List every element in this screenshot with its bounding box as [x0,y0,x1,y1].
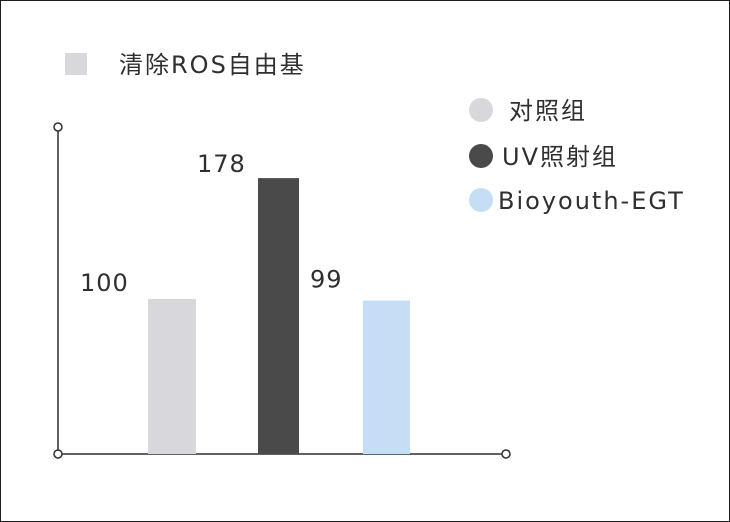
bar-bioyouth [363,300,410,454]
chart-title: 清除ROS自由基 [119,51,306,79]
legend-item-uv: UV照射组 [469,143,618,171]
x-axis-start-cap [53,449,63,459]
legend-item-bioyouth: Bioyouth-EGT [469,187,685,215]
value-label-control: 100 [80,269,129,297]
legend-label-uv: UV照射组 [502,143,618,171]
legend-label-bioyouth: Bioyouth-EGT [498,187,685,215]
x-axis-end-cap [501,449,511,459]
bar-uv [258,178,299,454]
legend-label-control: 对照组 [509,97,587,125]
y-axis-end-cap [53,122,63,132]
title-marker [65,53,87,75]
legend-swatch-bioyouth [469,188,493,212]
bars [148,178,410,454]
legend-swatch-control [469,98,493,122]
legend-item-control: 对照组 [469,97,587,125]
value-labels: 100 178 99 [80,150,343,297]
legend-swatch-uv [469,144,493,168]
bar-control [148,299,196,454]
legend: 对照组 UV照射组 Bioyouth-EGT [469,97,685,215]
value-label-bioyouth: 99 [310,266,343,294]
value-label-uv: 178 [197,150,246,178]
